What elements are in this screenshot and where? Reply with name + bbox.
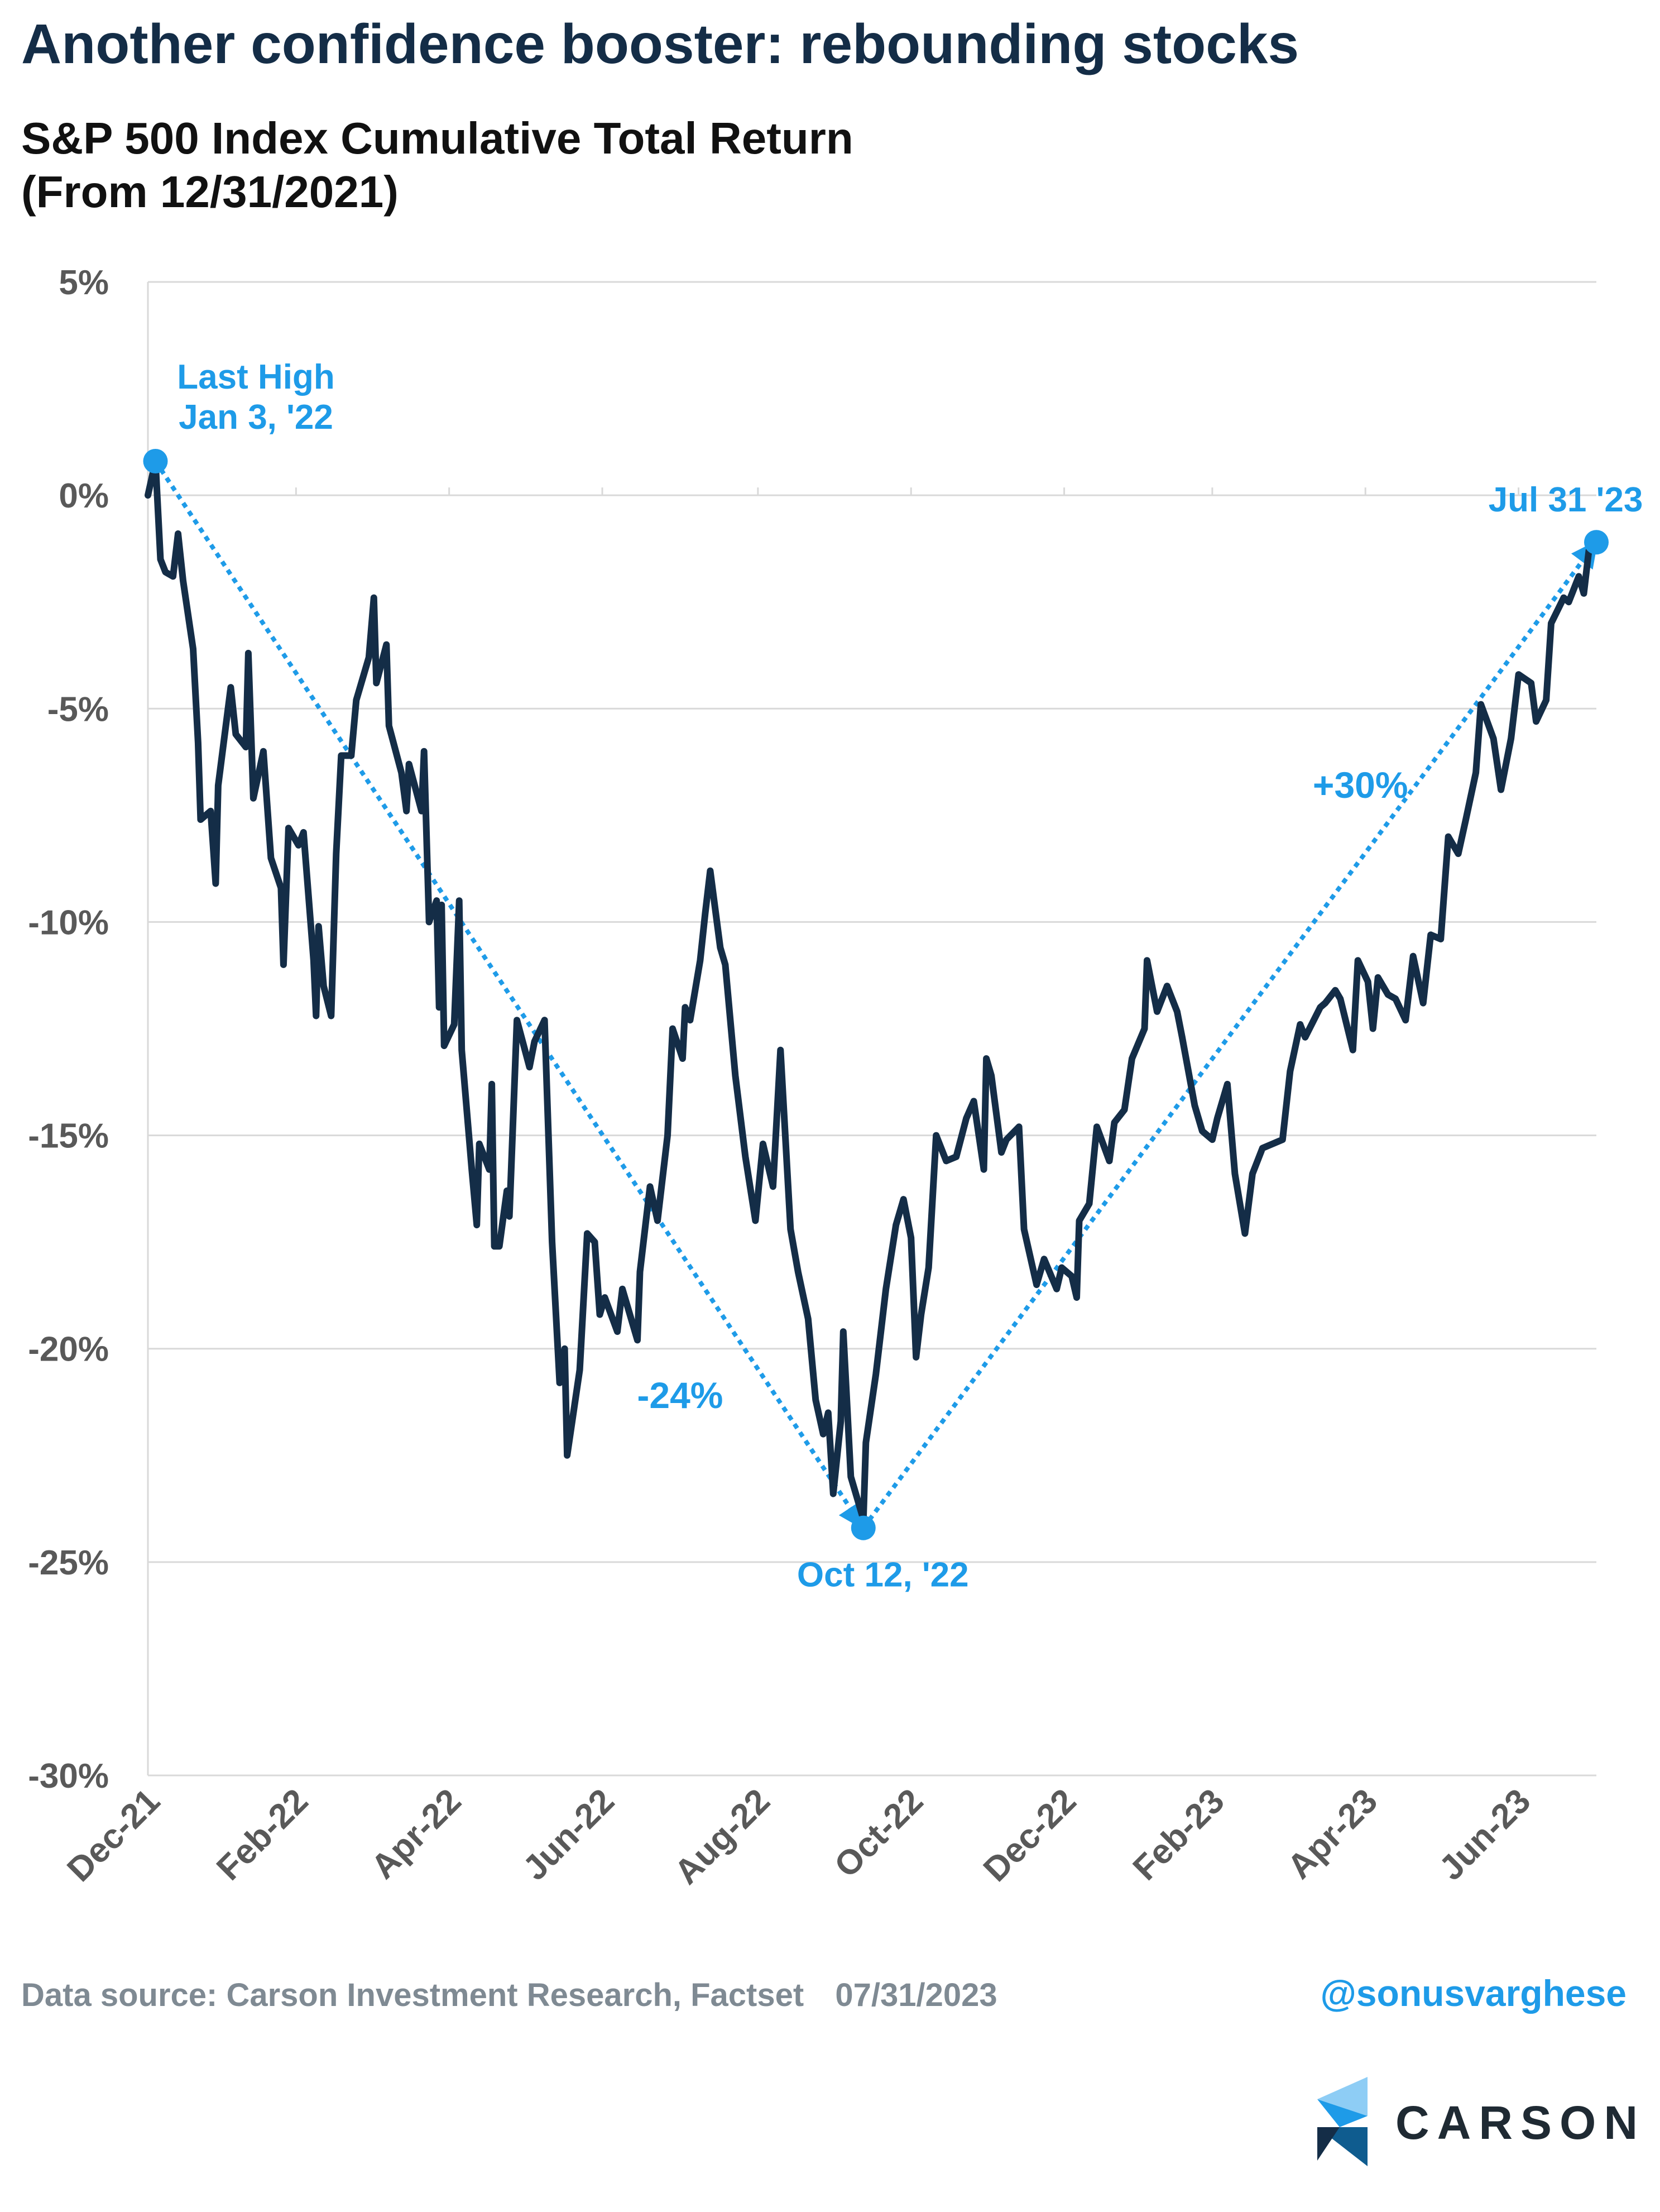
y-tick-label: -25% bbox=[28, 1544, 109, 1582]
annotation-dot bbox=[1584, 530, 1609, 555]
line-chart: 5% 0% -5% -10% -15% -20% -25% -30% Dec-21 Feb-22… bbox=[28, 264, 1643, 1892]
x-tick-label: Jun-22 bbox=[516, 1782, 622, 1888]
annotation-dot bbox=[143, 449, 168, 473]
source-note: Data source: Carson Investment Research,… bbox=[21, 1976, 997, 2014]
x-tick-label: Feb-22 bbox=[209, 1782, 315, 1888]
annotation-label: Last High bbox=[177, 358, 334, 396]
y-tick-label: 0% bbox=[59, 477, 109, 515]
subtitle-line-1: S&P 500 Index Cumulative Total Return bbox=[21, 113, 853, 163]
y-tick-label: -30% bbox=[28, 1757, 109, 1796]
x-tick-label: Dec-21 bbox=[60, 1782, 167, 1889]
x-axis: Dec-21 Feb-22 Apr-22 Jun-22 Aug-22 Oct-22 Dec-… bbox=[60, 1782, 1538, 1892]
carson-logo-text: CARSON bbox=[1395, 2096, 1646, 2149]
x-tick-label: Apr-23 bbox=[1280, 1782, 1385, 1887]
x-tick-label: Apr-22 bbox=[364, 1782, 469, 1887]
y-tick-label: -15% bbox=[28, 1117, 109, 1156]
y-tick-label: -5% bbox=[47, 690, 109, 729]
author-handle[interactable]: @sonusvarghese bbox=[1320, 1972, 1627, 2014]
annotation-label: Jul 31 '23 bbox=[1489, 481, 1643, 519]
sp500-line bbox=[145, 458, 1600, 1523]
series-layer bbox=[145, 458, 1600, 1523]
y-tick-label: -10% bbox=[28, 903, 109, 942]
source-date: 07/31/2023 bbox=[835, 1977, 997, 2013]
annotation-label: Oct 12, '22 bbox=[797, 1556, 969, 1595]
annotation-dot bbox=[851, 1515, 876, 1540]
y-tick-label: -20% bbox=[28, 1330, 109, 1369]
trend-arrow bbox=[153, 459, 866, 1530]
x-tick-label: Oct-22 bbox=[827, 1782, 930, 1885]
x-tick-label: Aug-22 bbox=[667, 1782, 777, 1892]
annotation-label: Jan 3, '22 bbox=[179, 398, 333, 437]
y-tick-label: 5% bbox=[59, 264, 109, 302]
source-text: Data source: Carson Investment Research,… bbox=[21, 1977, 804, 2013]
chart-title: Another confidence booster: rebounding s… bbox=[21, 13, 1299, 75]
carson-logo-icon bbox=[1317, 2077, 1368, 2166]
y-axis: 5% 0% -5% -10% -15% -20% -25% -30% bbox=[28, 264, 109, 1796]
chart-subtitle: S&P 500 Index Cumulative Total Return (F… bbox=[21, 112, 853, 219]
carson-logo: CARSON bbox=[1306, 2077, 1641, 2166]
trend-arrow bbox=[861, 540, 1599, 1530]
x-tick-label: Feb-23 bbox=[1126, 1782, 1232, 1888]
x-tick-label: Jun-23 bbox=[1432, 1782, 1538, 1888]
gridlines bbox=[147, 281, 1596, 1777]
x-tick-label: Dec-22 bbox=[976, 1782, 1084, 1889]
annotation-arrows: -24% +30% bbox=[153, 459, 1599, 1530]
subtitle-line-2: (From 12/31/2021) bbox=[21, 167, 399, 217]
arrow-label: -24% bbox=[637, 1375, 723, 1416]
arrow-label: +30% bbox=[1313, 764, 1408, 806]
